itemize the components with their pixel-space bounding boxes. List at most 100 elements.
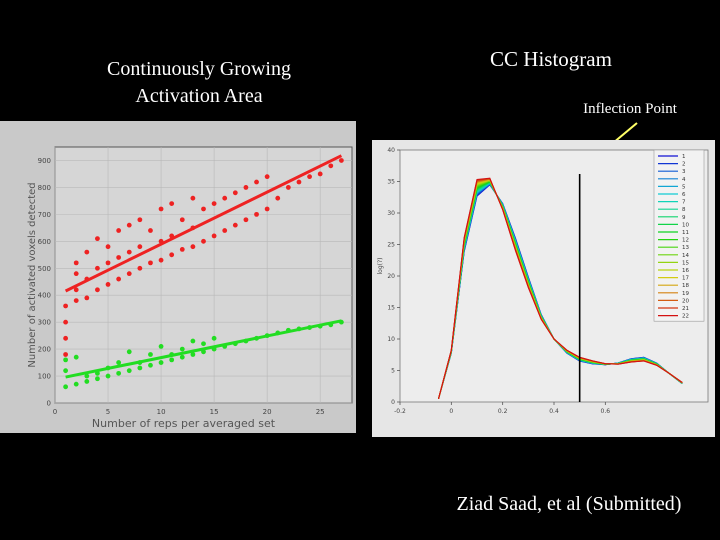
data-point [232,222,238,228]
inflection-point-label: Inflection Point [583,101,677,117]
x-tick-label: 10 [157,408,166,416]
data-point [158,206,164,212]
x-tick-label: 20 [263,408,272,416]
y-tick-label: 0 [391,399,395,406]
data-point [232,190,238,196]
y-tick-label: 25 [387,242,395,249]
data-point [222,228,228,233]
data-point [190,338,196,344]
data-point [116,255,122,260]
legend-box [653,149,705,322]
data-point [95,376,100,382]
data-point [243,185,249,190]
fit-line-1 [64,154,343,293]
y-tick-label: 500 [38,265,51,273]
data-point [179,217,185,223]
series-line-22 [437,177,683,400]
data-point [63,335,69,341]
y-tick-label: 300 [38,319,51,327]
data-point [264,206,270,212]
x-tick-label: -0.2 [394,408,406,415]
legend-entry: 19 [682,291,689,297]
data-point [190,352,196,357]
y-tick-label: 40 [387,147,395,154]
legend-entry: 6 [682,192,686,198]
data-point [190,195,196,201]
data-point [84,379,90,384]
data-point [105,244,111,250]
legend-entry: 21 [682,306,689,312]
left-title: Continuously Growing Activation Area [40,56,358,110]
y-tick-label: 800 [38,184,51,192]
data-point [84,249,90,255]
data-point [148,362,153,368]
x-tick-label: 0.6 [601,408,611,415]
data-point [73,298,79,303]
data-point [148,228,153,233]
y-tick-label: 5 [391,368,395,375]
data-point [222,195,228,201]
legend-entry: 2 [682,162,686,168]
data-point [126,222,132,228]
data-point [95,236,100,242]
data-point [126,349,132,355]
data-point [116,370,122,376]
data-point [95,287,100,293]
data-point [63,352,69,357]
data-point [73,381,79,387]
data-point [73,354,79,360]
data-point [158,360,164,365]
data-point [116,228,122,233]
legend-entry: 22 [682,314,689,320]
data-point [105,282,111,287]
data-point [137,265,143,271]
data-point [148,352,153,357]
data-point [105,373,111,379]
data-point [264,174,270,180]
data-point [148,260,153,266]
y-tick-label: 20 [387,273,395,280]
data-point [63,384,69,390]
x-tick-label: 0.4 [549,408,559,415]
data-point [73,271,79,277]
data-point [126,368,132,374]
data-point [296,179,302,185]
data-point [63,303,69,309]
legend-entry: 1 [682,154,686,160]
y-tick-label: 30 [387,210,395,217]
data-point [179,247,185,252]
data-point [169,201,175,206]
legend-entry: 5 [682,184,686,190]
y-tick-label: 400 [38,292,51,300]
data-point [63,319,69,325]
data-point [95,265,100,271]
x-tick-label: 0 [449,408,453,415]
x-tick-label: 0.2 [498,408,508,415]
data-point [116,276,122,282]
data-point [307,174,312,180]
y-tick-label: 600 [38,238,51,246]
legend-entry: 7 [682,200,686,206]
data-point [126,249,132,255]
data-point [137,244,143,250]
data-point [211,201,217,206]
data-point [285,185,291,190]
data-point [84,373,90,379]
x-axis-label: Number of reps per averaged set [92,417,276,430]
data-point [126,271,132,277]
data-point [211,233,217,239]
data-point [243,217,249,223]
legend-entry: 18 [682,283,689,289]
data-point [179,346,185,352]
data-point [328,163,334,169]
fit-line-2 [65,319,342,379]
series-1 [63,158,344,357]
legend-entry: 13 [682,245,689,251]
legend-entry: 9 [682,215,686,221]
data-point [158,257,164,263]
legend-entry: 4 [682,177,686,183]
data-point [63,368,69,374]
data-point [190,244,196,250]
data-point [211,335,217,341]
